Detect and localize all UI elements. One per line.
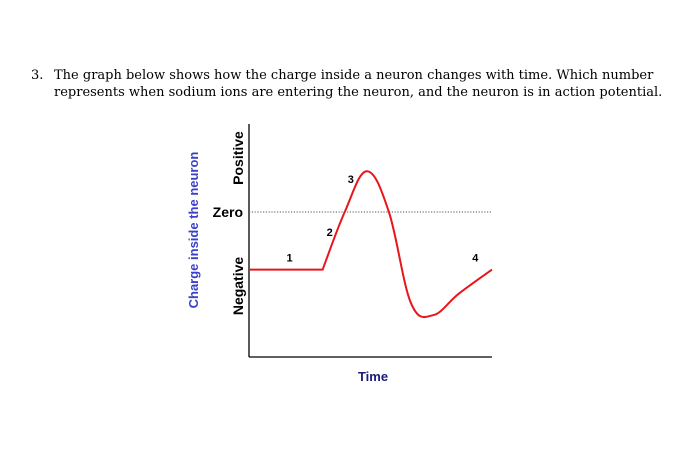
zero-label: Zero — [213, 204, 243, 220]
point-labels: 1 2 3 4 — [286, 174, 479, 264]
y-region-positive-label: Positive — [230, 131, 246, 185]
question-line-1: The graph below shows how the charge ins… — [54, 68, 654, 83]
question-number: 3. — [31, 68, 44, 83]
y-axis-label: Charge inside the neuron — [186, 152, 201, 309]
charge-curve — [249, 170, 493, 319]
point-label-3: 3 — [348, 174, 354, 186]
point-label-1: 1 — [286, 253, 292, 265]
question-text: 3. The graph below shows how the charge … — [31, 67, 663, 101]
y-region-negative-label: Negative — [230, 257, 246, 316]
point-label-2: 2 — [327, 227, 333, 239]
question-line-2: represents when sodium ions are entering… — [54, 85, 663, 100]
x-axis-label: Time — [358, 369, 388, 384]
point-label-4: 4 — [472, 253, 479, 265]
